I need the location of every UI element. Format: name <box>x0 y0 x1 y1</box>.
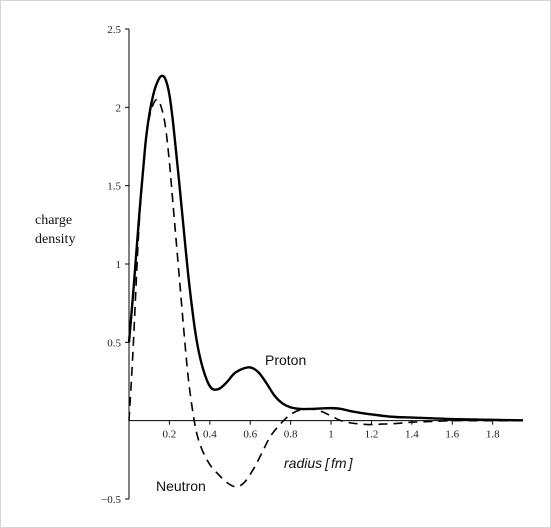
annotation-neutron: Neutron <box>156 478 206 494</box>
y-tick-label: 1.5 <box>107 181 121 193</box>
annotation-proton: Proton <box>265 352 306 368</box>
x-tick-label: 0.6 <box>243 429 257 441</box>
x-tick-label: 0.4 <box>203 429 217 441</box>
x-axis-label: radius[fm] <box>284 455 354 471</box>
y-tick-label: 1 <box>116 259 122 271</box>
y-axis-label-line1: charge <box>35 213 72 228</box>
x-tick-label: 0.8 <box>284 429 298 441</box>
x-tick-label: 1.6 <box>445 429 459 441</box>
y-tick-label: 0.5 <box>107 337 121 349</box>
x-axis-label-unit: fm <box>331 455 347 471</box>
series-line-proton <box>127 74 524 422</box>
y-tick-label: −0.5 <box>101 494 121 506</box>
x-tick-label: 0.2 <box>163 429 177 441</box>
y-tick-label: 2.5 <box>107 24 121 36</box>
labels: charge density radius[fm] Proton Neutron <box>35 213 354 494</box>
x-tick-label: 1.4 <box>405 429 419 441</box>
series-group <box>127 74 524 488</box>
series-line-neutron <box>128 98 523 488</box>
y-tick-label: 2 <box>116 102 122 114</box>
ticks: −0.5 0.5 1 1.5 2 2.5 0.2 0.4 0.6 0.8 1 1.2 1.4 1.6 1.8 <box>101 24 500 506</box>
x-axis-label-close: ] <box>347 455 354 471</box>
x-tick-label: 1 <box>328 429 334 441</box>
y-axis-label-line2: density <box>35 232 75 247</box>
x-tick-label: 1.2 <box>365 429 379 441</box>
x-axis-label-main: radius <box>284 455 322 471</box>
x-tick-label: 1.8 <box>486 429 500 441</box>
x-axis-label-open: [ <box>324 455 331 471</box>
